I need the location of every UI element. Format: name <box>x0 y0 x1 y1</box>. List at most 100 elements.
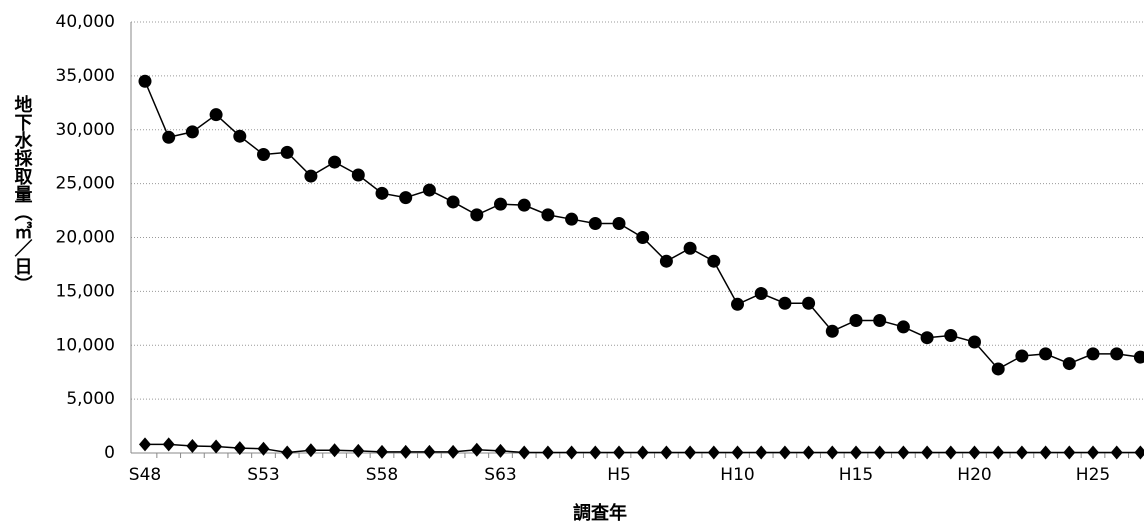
y-tick-label: 15,000 <box>56 281 115 301</box>
point-marker <box>139 437 151 452</box>
y-tick-label: 40,000 <box>56 12 115 32</box>
point-marker <box>517 198 531 212</box>
point-marker <box>684 445 697 460</box>
point-marker <box>1110 347 1124 361</box>
point-marker <box>328 155 342 169</box>
x-tick-label: H10 <box>720 465 754 485</box>
point-marker <box>257 441 270 456</box>
point-marker <box>210 439 223 454</box>
point-marker <box>1062 357 1076 371</box>
point-marker <box>518 445 531 460</box>
point-marker <box>636 445 649 460</box>
point-marker <box>447 444 460 459</box>
point-marker <box>446 195 460 209</box>
point-marker <box>873 313 887 327</box>
y-tick-label: 20,000 <box>56 228 115 248</box>
point-marker <box>921 445 934 460</box>
point-marker <box>257 148 270 162</box>
point-marker <box>399 191 413 205</box>
point-marker <box>944 329 958 343</box>
point-marker <box>778 296 792 310</box>
point-marker <box>802 296 816 310</box>
point-marker <box>233 441 246 456</box>
y-tick-label: 5,000 <box>66 389 115 409</box>
x-tick-label: S58 <box>366 465 398 485</box>
point-marker <box>565 445 578 460</box>
point-marker <box>209 108 223 122</box>
point-marker <box>873 445 886 460</box>
point-marker <box>636 231 650 244</box>
point-marker <box>968 335 981 349</box>
point-marker <box>659 254 673 268</box>
point-marker <box>1015 445 1028 460</box>
point-marker <box>778 445 791 460</box>
point-marker <box>1015 349 1029 363</box>
point-marker <box>422 183 436 197</box>
point-marker <box>991 362 1005 376</box>
point-marker <box>707 445 720 460</box>
series-line <box>144 80 1141 370</box>
point-marker <box>304 443 317 458</box>
point-marker <box>731 445 744 460</box>
point-marker <box>1134 445 1144 460</box>
point-marker <box>304 169 318 183</box>
point-marker <box>1086 347 1100 361</box>
point-marker <box>613 445 625 460</box>
point-marker <box>185 125 199 139</box>
y-tick-label: 10,000 <box>56 335 115 355</box>
point-marker <box>281 445 294 460</box>
x-tick-label: H20 <box>957 465 991 485</box>
point-marker <box>825 324 839 338</box>
point-marker <box>494 197 507 211</box>
point-marker <box>612 216 626 230</box>
y-tick-label: 0 <box>104 443 115 463</box>
point-marker <box>588 216 602 230</box>
point-marker <box>162 437 175 452</box>
point-marker <box>826 445 839 460</box>
point-marker <box>494 443 507 458</box>
point-marker <box>351 168 365 182</box>
x-axis-title: 調査年 <box>573 502 627 524</box>
point-marker <box>1133 350 1144 364</box>
point-marker <box>920 331 934 345</box>
y-axis-title: 地下水採取量（㎥／日） <box>12 94 33 293</box>
point-marker <box>470 442 483 457</box>
x-tick-label: S48 <box>129 465 161 485</box>
point-marker <box>399 444 412 459</box>
x-tick-label: S63 <box>484 465 516 485</box>
point-marker <box>850 445 862 460</box>
point-marker <box>565 212 579 226</box>
point-marker <box>731 297 744 311</box>
point-marker <box>1039 445 1052 460</box>
point-marker <box>802 445 815 460</box>
x-tick-label: H15 <box>839 465 873 485</box>
point-marker <box>541 445 554 460</box>
y-tick-label: 30,000 <box>56 120 115 140</box>
x-tick-label: H25 <box>1076 465 1110 485</box>
point-marker <box>1087 445 1099 460</box>
point-marker <box>589 445 602 460</box>
point-marker <box>897 445 910 460</box>
x-tick-label: S53 <box>247 465 279 485</box>
point-marker <box>352 443 365 458</box>
point-marker <box>1110 445 1123 460</box>
point-marker <box>992 445 1005 460</box>
point-marker <box>754 287 768 301</box>
point-marker <box>138 74 152 88</box>
y-tick-label: 35,000 <box>56 66 115 86</box>
point-marker <box>968 445 981 460</box>
point-marker <box>280 145 294 159</box>
x-tick-label: H5 <box>607 465 631 485</box>
point-marker <box>375 186 389 200</box>
point-marker <box>328 443 341 458</box>
point-marker <box>944 445 957 460</box>
point-marker <box>849 313 863 327</box>
point-marker <box>660 445 673 460</box>
point-marker <box>541 208 555 222</box>
point-marker <box>896 320 910 334</box>
point-marker <box>162 130 176 144</box>
point-marker <box>376 444 388 459</box>
point-marker <box>683 241 697 255</box>
point-marker <box>755 445 768 460</box>
